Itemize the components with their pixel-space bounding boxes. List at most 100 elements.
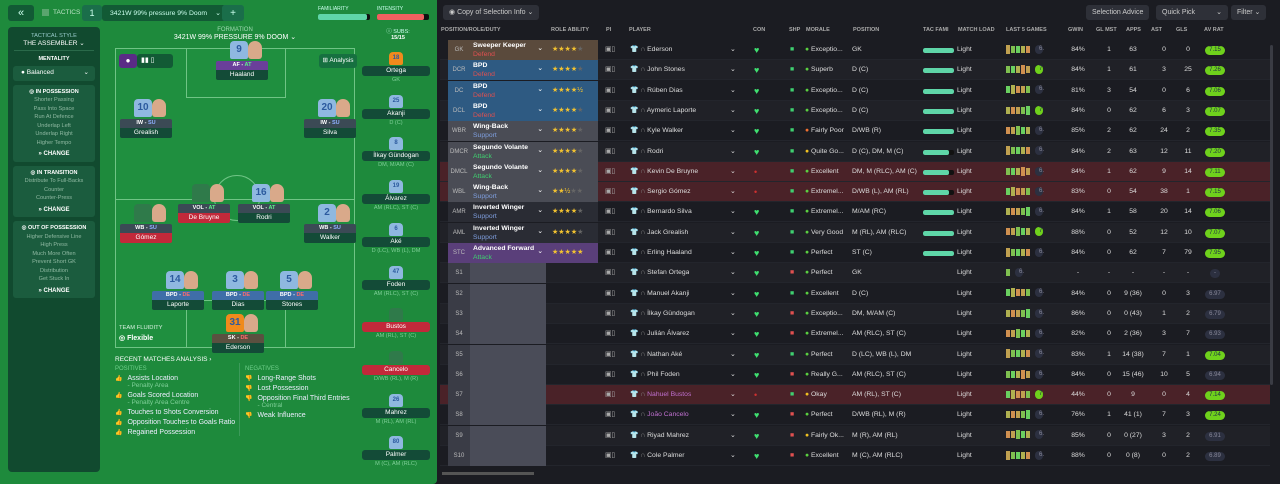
recent-matches-title[interactable]: RECENT MATCHES ANALYSIS › [115,356,212,363]
role-cell[interactable] [470,283,546,304]
role-cell[interactable] [470,324,546,345]
table-row[interactable]: S6 ▣▯ 👕 ∩ Phil Foden ⌄ ♥ ■ ● Really G... AM (RL… [440,364,1270,385]
player-cell[interactable]: 👕 ∩ Ederson [630,40,672,60]
player-name[interactable]: Laporte [152,300,204,310]
role-cell[interactable] [470,263,546,284]
sub-player[interactable]: 6 Aké D (LC), WB (L), DM [362,222,430,254]
role-cell[interactable] [470,446,546,466]
sub-name[interactable]: Foden [362,279,430,290]
role-duty[interactable]: BPD - DE [266,291,318,300]
horizontal-scrollbar[interactable] [442,472,534,475]
player-instructions-icon[interactable]: ▣▯ [605,289,616,297]
player-cell[interactable]: 👕 ∩ Phil Foden [630,365,680,385]
player-cell[interactable]: 👕 ∩ Rúben Dias [630,81,683,101]
player-cell[interactable]: 👕 ∩ Kyle Walker [630,121,683,141]
chevron-down-icon[interactable]: ⌄ [730,431,736,439]
role-cell[interactable]: BPD Defend ⌄ [470,100,546,121]
pitch-player-card[interactable]: BPD - DE Dias [212,291,264,310]
role-cell[interactable] [470,344,546,365]
column-header[interactable]: GWIN [1068,27,1083,33]
column-header[interactable]: AV RAT [1204,27,1224,33]
player-cell[interactable]: 👕 ∩ Julián Álvarez [630,324,689,344]
player-name[interactable]: Haaland [216,70,268,80]
chevron-down-icon[interactable]: ⌄ [730,309,736,317]
table-row[interactable]: STC Advanced Forward Attack ⌄ ★★★★★ ▣▯ 👕 ∩ Erl… [440,243,1270,263]
role-duty[interactable]: IW - SU [304,119,356,128]
pitch-player-card[interactable]: WB - SU Gómez [120,224,172,243]
role-cell[interactable]: Segundo Volante Attack ⌄ [470,141,546,162]
chevron-down-icon[interactable]: ⌄ [730,188,736,196]
role-duty[interactable]: VOL - AT [238,204,290,213]
table-row[interactable]: AML Inverted Winger Support ⌄ ★★★★★ ▣▯ 👕 ∩ Jac… [440,222,1270,243]
player-cell[interactable]: 👕 ∩ Rodri [630,142,663,162]
table-row[interactable]: AMR Inverted Winger Support ⌄ ★★★★★ ▣▯ 👕 ∩ Ber… [440,202,1270,223]
role-duty[interactable]: SK - DE [212,334,264,343]
player-name[interactable]: Ederson [212,343,264,353]
chevron-down-icon[interactable]: ⌄ [730,330,736,338]
sub-player[interactable]: 8 İlkay Gündogan DM, M/AM (C) [362,137,430,168]
table-row[interactable]: GK Sweeper Keeper Defend ⌄ ★★★★★ ▣▯ 👕 ∩ Ederso… [440,40,1270,60]
change-button[interactable]: » CHANGE [15,206,93,215]
table-row[interactable]: S2 ▣▯ 👕 ∩ Manuel Akanji ⌄ ♥ ■ ● Excellent D (C)… [440,283,1270,304]
sub-player[interactable]: 19 Álvarez AM (RLC), ST (C) [362,180,430,211]
role-cell[interactable]: Wing-Back Support ⌄ [470,121,546,142]
table-row[interactable]: DCR BPD Defend ⌄ ★★★★★ ▣▯ 👕 ∩ John Stones ⌄ ♥ ■ ● … [440,60,1270,81]
player-instructions-icon[interactable]: ▣▯ [605,370,616,378]
player-cell[interactable]: 👕 ∩ Kevin De Bruyne [630,162,698,182]
column-header[interactable]: PLAYER [629,27,651,33]
player-name[interactable]: Rodri [238,213,290,223]
role-cell[interactable]: BPD Defend ⌄ [470,80,546,101]
player-instructions-icon[interactable]: ▣▯ [605,106,616,114]
player-cell[interactable]: 👕 ∩ Nahuel Bustos [630,385,691,405]
player-cell[interactable]: 👕 ∩ John Stones [630,60,685,80]
chevron-down-icon[interactable]: ⌄ [730,350,736,358]
sub-player[interactable]: 18 Ortega GK [362,52,430,83]
chevron-down-icon[interactable]: ⌄ [730,147,736,155]
column-header[interactable]: CON [753,27,766,33]
table-row[interactable]: S9 ▣▯ 👕 ∩ Riyad Mahrez ⌄ ♥ ■ ● Fairly Ok... M (… [440,425,1270,446]
pitch-player-card[interactable]: SK - DE Ederson [212,334,264,353]
back-button[interactable]: « [8,5,34,21]
role-cell[interactable] [470,405,546,426]
role-duty[interactable]: BPD - DE [212,291,264,300]
player-name[interactable]: De Bruyne [178,213,230,223]
table-row[interactable]: DC BPD Defend ⌄ ★★★★½ ▣▯ 👕 ∩ Rúben Dias ⌄ ♥ ■ ● Ex… [440,80,1270,101]
sub-player[interactable]: Cancelo D/WB (RL), M (R) [362,350,430,382]
player-instructions-icon[interactable]: ▣▯ [605,269,616,277]
stats-view-button[interactable]: ▮▮ ▯ [137,54,173,68]
sub-player[interactable]: 80 Palmer M (C), AM (RLC) [362,436,430,467]
player-cell[interactable]: 👕 ∩ İlkay Gündogan [630,304,695,324]
role-duty[interactable]: WB - SU [120,224,172,233]
tactic-slot[interactable]: 1 [82,5,102,21]
selection-advice-button[interactable]: Selection Advice [1086,5,1150,20]
quick-pick-button[interactable]: Quick Pick ⌄ [1156,5,1228,20]
player-name[interactable]: Grealish [120,128,172,138]
chevron-down-icon[interactable]: ⌄ [730,167,736,175]
player-cell[interactable]: 👕 ∩ Nathan Aké [630,345,682,365]
pitch-player-card[interactable]: WB - SU Walker [304,224,356,243]
table-row[interactable]: DMCR Segundo Volante Attack ⌄ ★★★★★ ▣▯ 👕 ∩ Rod… [440,141,1270,162]
chevron-down-icon[interactable]: ⌄ [730,228,736,236]
chevron-down-icon[interactable]: ⌄ [730,86,736,94]
player-cell[interactable]: 👕 ∩ Bernardo Silva [630,202,692,222]
tactical-style-select[interactable]: THE ASSEMBLER ⌄ [14,39,94,51]
role-cell[interactable] [470,364,546,385]
role-cell[interactable] [470,385,546,406]
player-instructions-icon[interactable]: ▣▯ [605,350,616,358]
player-instructions-icon[interactable]: ▣▯ [605,309,616,317]
formation-select[interactable]: 3421W 99% PRESSURE 9% DOOM ⌄ [173,34,297,41]
player-instructions-icon[interactable]: ▣▯ [605,431,616,439]
player-instructions-icon[interactable]: ▣▯ [605,127,616,135]
chevron-down-icon[interactable]: ⌄ [730,46,736,53]
chevron-down-icon[interactable]: ⌄ [730,249,736,256]
player-cell[interactable]: 👕 ∩ Cole Palmer [630,446,685,466]
table-row[interactable]: WBL Wing-Back Support ⌄ ★★½★★ ▣▯ 👕 ∩ Sergio Gó… [440,182,1270,203]
column-header[interactable]: POSITION/ROLE/DUTY [441,27,501,33]
player-cell[interactable]: 👕 ∩ Jack Grealish [630,223,688,243]
mentality-select[interactable]: ● Balanced ⌄ [13,66,95,81]
table-row[interactable]: S10 ▣▯ 👕 ∩ Cole Palmer ⌄ ♥ ■ ● Excellent M (C),… [440,446,1270,466]
player-name[interactable]: Dias [212,300,264,310]
chevron-down-icon[interactable]: ⌄ [730,289,736,297]
column-header[interactable]: GL MST [1096,27,1117,33]
chevron-down-icon[interactable]: ⌄ [730,411,736,419]
